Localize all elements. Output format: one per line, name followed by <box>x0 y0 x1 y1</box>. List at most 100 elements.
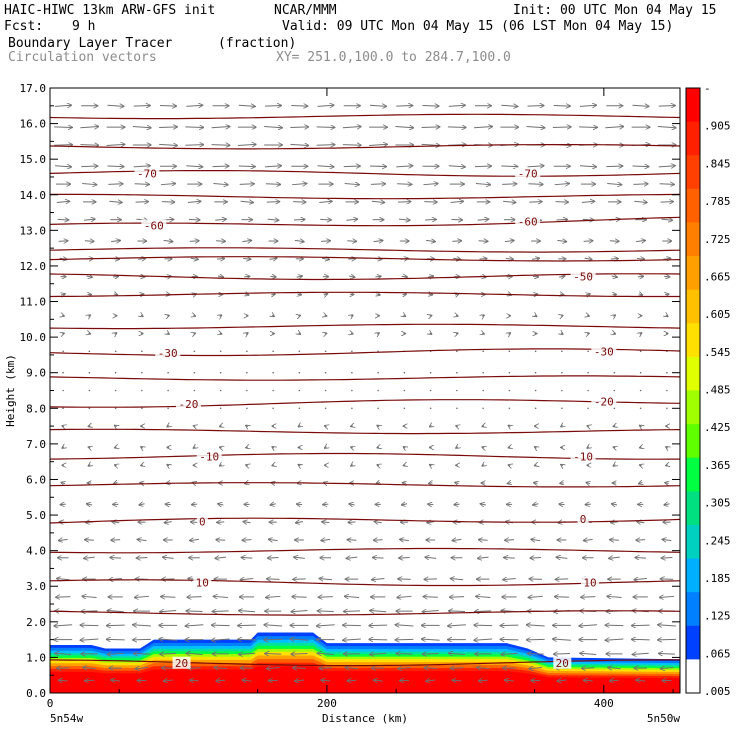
circulation-vector <box>555 202 569 203</box>
circulation-vector <box>159 639 178 640</box>
circulation-vector <box>190 258 198 259</box>
circulation-vector <box>375 522 382 523</box>
circulation-vector <box>114 294 118 295</box>
circulation-vector <box>185 127 203 128</box>
circulation-vector <box>531 258 539 259</box>
circulation-vector <box>451 668 464 669</box>
colorbar-label: .905 <box>704 120 731 133</box>
circulation-vector <box>664 276 669 277</box>
circulation-vector <box>165 522 172 523</box>
vector-calm <box>482 407 484 410</box>
circulation-vector <box>160 611 177 612</box>
circulation-vector <box>87 504 93 505</box>
circulation-vector <box>295 680 304 681</box>
circulation-vector <box>267 219 279 220</box>
circulation-vector <box>531 539 541 540</box>
contour-label-bg <box>515 167 541 180</box>
circulation-vector <box>216 259 224 260</box>
circulation-vector <box>613 465 615 466</box>
vector-calm <box>561 389 563 392</box>
circulation-vector <box>81 166 97 167</box>
circulation-vector <box>451 579 464 580</box>
circulation-vector <box>482 333 484 334</box>
circulation-vector <box>319 201 332 202</box>
circulation-vector <box>267 667 280 668</box>
circulation-vector <box>397 596 412 597</box>
circulation-vector <box>586 294 590 295</box>
temperature-contour <box>50 399 680 408</box>
circulation-vector <box>661 667 674 668</box>
circulation-vector <box>454 504 460 505</box>
vector-calm <box>324 371 327 374</box>
circulation-vector <box>605 625 624 626</box>
circulation-vector <box>561 315 563 316</box>
circulation-vector <box>351 426 353 427</box>
circulation-vector <box>321 680 331 681</box>
circulation-vector <box>561 425 563 426</box>
circulation-vector <box>321 241 330 242</box>
contour-label: 10 <box>196 577 209 590</box>
circulation-vector <box>398 667 411 668</box>
contour-label: 20 <box>175 657 188 670</box>
circulation-vector <box>640 333 642 334</box>
circulation-vector <box>427 522 435 523</box>
circulation-vector <box>581 201 595 202</box>
circulation-vector <box>613 315 615 316</box>
circulation-vector <box>369 625 388 626</box>
circulation-vector <box>325 333 327 334</box>
colorbar-swatch <box>686 390 700 425</box>
circulation-vector <box>605 639 624 640</box>
circulation-vector <box>377 447 379 448</box>
circulation-vector <box>167 315 169 316</box>
circulation-vector <box>582 668 595 669</box>
circulation-vector <box>141 447 143 448</box>
circulation-vector <box>217 522 225 523</box>
circulation-vector <box>475 166 491 167</box>
y-tick-label: 5.0 <box>26 509 46 522</box>
contour-label: 20 <box>556 657 569 670</box>
model-title: HAIC-HIWC 13km ARW-GFS init <box>4 3 216 18</box>
circulation-vector <box>112 276 118 277</box>
vector-calm <box>482 350 484 353</box>
circulation-vector <box>107 625 125 626</box>
circulation-vector <box>403 294 407 295</box>
circulation-vector <box>240 201 254 202</box>
circulation-vector <box>456 315 458 316</box>
circulation-vector <box>587 333 589 334</box>
colorbar-label: .605 <box>704 308 731 321</box>
circulation-vector <box>610 259 618 260</box>
temperature-contour <box>50 547 680 554</box>
vector-calm <box>246 407 248 410</box>
vector-calm <box>324 407 327 410</box>
colorbar-label: .365 <box>704 459 731 472</box>
contour-label: -60 <box>518 215 538 228</box>
circulation-vector <box>297 504 303 505</box>
circulation-vector <box>450 597 465 598</box>
circulation-vector <box>500 639 519 640</box>
circulation-vector <box>61 294 65 295</box>
circulation-vector <box>370 184 385 185</box>
circulation-vector <box>186 105 202 106</box>
circulation-vector <box>584 539 593 540</box>
contour-label-bg <box>175 397 201 410</box>
circulation-vector <box>190 539 199 540</box>
circulation-vector <box>293 202 306 203</box>
circulation-vector <box>294 557 305 558</box>
circulation-vector <box>456 426 458 427</box>
circulation-vector <box>186 166 202 167</box>
circulation-vector <box>398 202 411 203</box>
y-tick-label: 4.0 <box>26 545 46 558</box>
circulation-vector <box>613 333 615 334</box>
vector-calm <box>403 389 406 392</box>
vector-calm <box>456 350 458 353</box>
circulation-vector <box>62 333 64 334</box>
circulation-vector <box>425 557 437 558</box>
circulation-vector <box>322 522 330 523</box>
colorbar-label: .065 <box>704 647 731 660</box>
circulation-vector <box>241 557 253 558</box>
circulation-vector <box>613 447 615 448</box>
overlay-name: Circulation vectors <box>8 50 157 65</box>
contour-label: -30 <box>594 346 614 359</box>
vector-calm <box>508 371 511 374</box>
circulation-vector <box>423 183 437 184</box>
